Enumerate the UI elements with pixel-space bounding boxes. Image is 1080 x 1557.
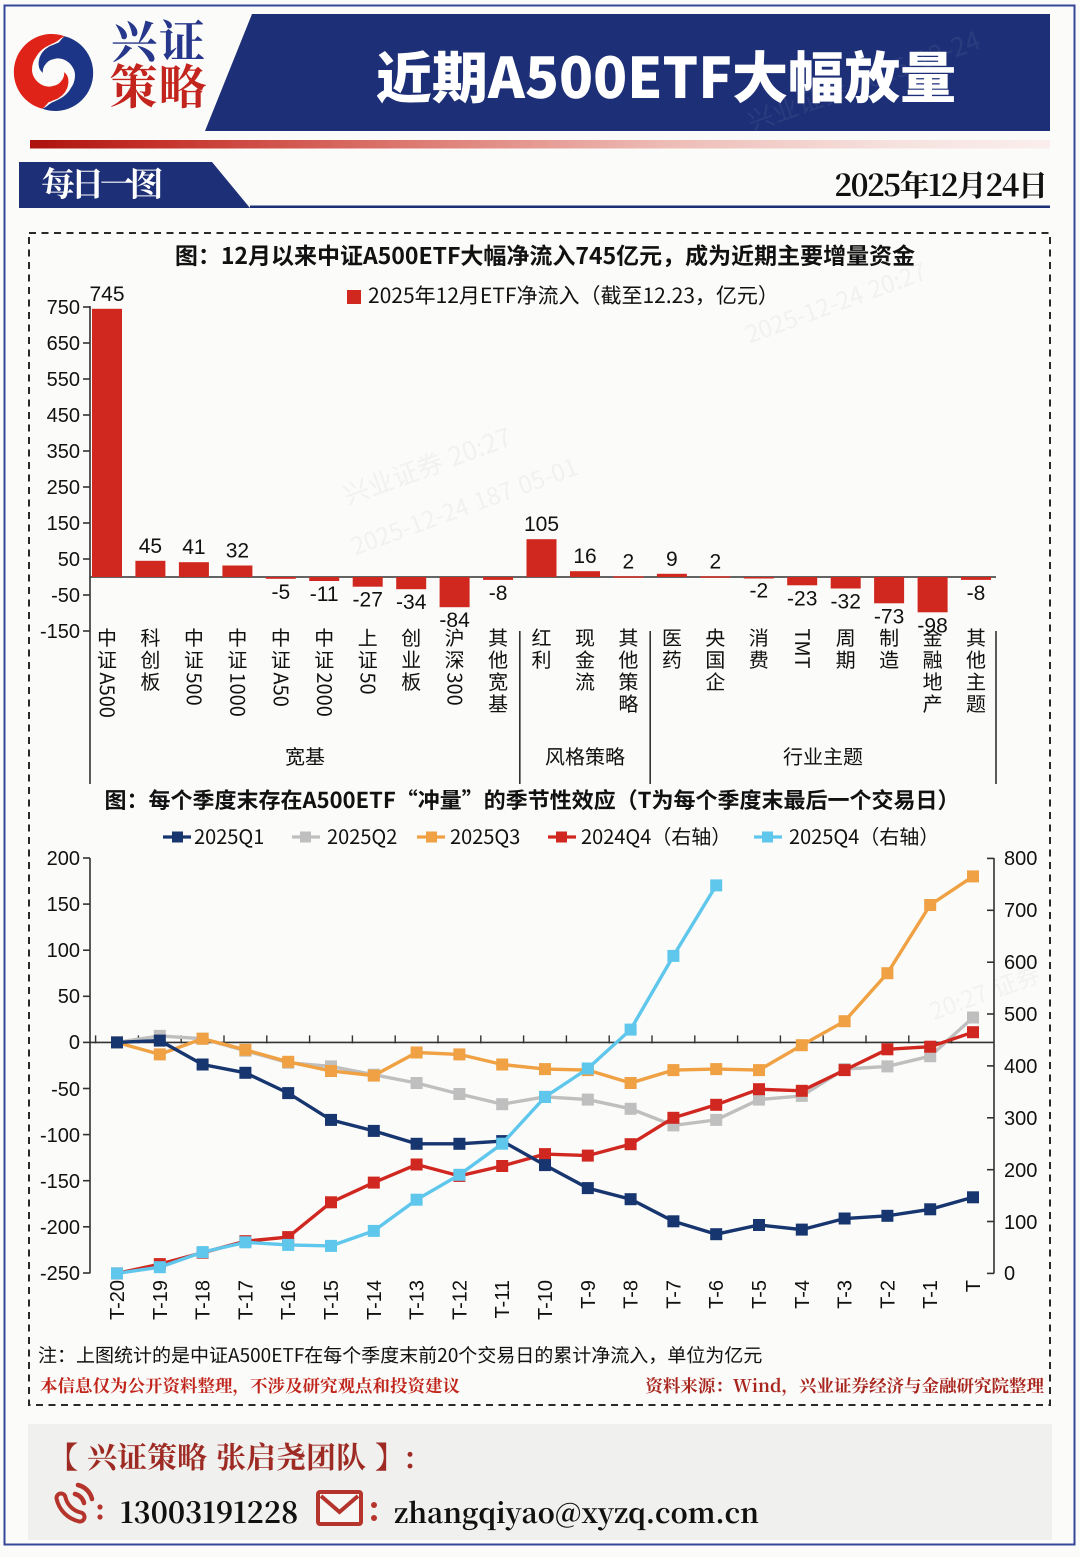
svg-text:2: 2 [623,550,635,573]
svg-text:T: T [963,1280,985,1292]
svg-text:-73: -73 [874,605,904,628]
svg-text:T-1: T-1 [920,1280,942,1309]
svg-text:T-11: T-11 [492,1280,514,1319]
svg-text:250: 250 [47,477,80,499]
svg-text:T-7: T-7 [663,1280,685,1309]
svg-text:T-2: T-2 [877,1280,899,1309]
svg-text:-8: -8 [489,582,508,605]
svg-text:T-5: T-5 [749,1280,771,1309]
svg-text:T-18: T-18 [193,1280,215,1320]
svg-text:200: 200 [1004,1160,1037,1182]
svg-text:41: 41 [182,536,205,559]
svg-text:T-14: T-14 [364,1280,386,1320]
svg-text:-34: -34 [396,591,427,614]
svg-text:100: 100 [47,940,80,962]
svg-text:T-4: T-4 [792,1280,814,1309]
svg-text:-8: -8 [967,582,986,605]
svg-text:-150: -150 [40,1171,80,1193]
svg-text:-32: -32 [831,591,861,614]
svg-text:9: 9 [666,548,678,571]
svg-text:550: 550 [47,369,80,391]
svg-text:T-12: T-12 [449,1280,471,1320]
svg-text:-250: -250 [40,1263,80,1285]
svg-text:2: 2 [709,550,721,573]
svg-text:T-19: T-19 [150,1280,172,1320]
svg-text:-84: -84 [439,609,470,632]
svg-text:T-9: T-9 [578,1280,600,1309]
svg-text:-27: -27 [353,589,383,612]
svg-text:400: 400 [1004,1056,1037,1078]
svg-text:-50: -50 [51,1079,80,1101]
svg-text:105: 105 [524,513,559,536]
svg-text:-150: -150 [40,621,80,643]
svg-text:T-10: T-10 [535,1280,557,1320]
svg-text:500: 500 [1004,1004,1037,1026]
svg-text:-2: -2 [749,580,768,603]
svg-text:-200: -200 [40,1217,80,1239]
svg-text:50: 50 [58,549,80,571]
svg-text:0: 0 [1004,1263,1015,1285]
svg-text:150: 150 [47,513,80,535]
svg-text:T-13: T-13 [407,1280,429,1320]
svg-text:T-8: T-8 [621,1280,643,1309]
svg-text:16: 16 [573,545,596,568]
svg-text:T-15: T-15 [321,1280,343,1320]
svg-text:350: 350 [47,441,80,463]
svg-text:-100: -100 [40,1125,80,1147]
svg-text:-98: -98 [917,614,947,637]
svg-text:T-20: T-20 [107,1280,129,1320]
svg-text:T-17: T-17 [235,1280,257,1320]
svg-text:0: 0 [69,1032,80,1054]
svg-text:450: 450 [47,405,80,427]
svg-text:100: 100 [1004,1212,1037,1234]
svg-text:T-16: T-16 [278,1280,300,1320]
svg-text:-5: -5 [271,581,290,604]
svg-text:750: 750 [47,297,80,319]
svg-text:50: 50 [58,986,80,1008]
svg-text:800: 800 [1004,848,1037,870]
svg-text:T-6: T-6 [706,1280,728,1309]
svg-text:200: 200 [47,848,80,870]
svg-text:300: 300 [1004,1108,1037,1130]
svg-text:-23: -23 [787,587,817,610]
svg-text:-50: -50 [51,585,80,607]
svg-text:745: 745 [89,283,124,306]
svg-text:45: 45 [139,535,162,558]
svg-text:T-3: T-3 [835,1280,857,1309]
svg-text:150: 150 [47,894,80,916]
svg-text:700: 700 [1004,900,1037,922]
svg-text:32: 32 [226,540,249,563]
svg-text:650: 650 [47,333,80,355]
svg-text:-11: -11 [310,583,339,606]
